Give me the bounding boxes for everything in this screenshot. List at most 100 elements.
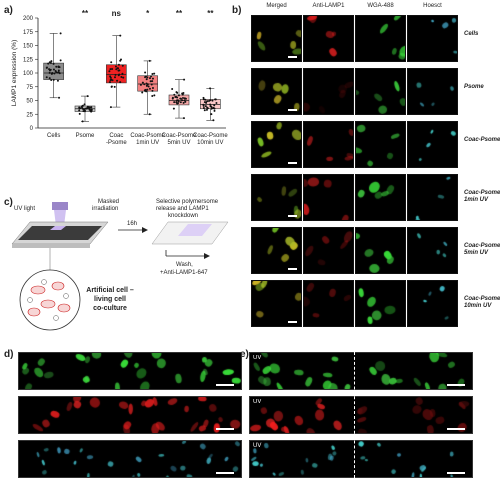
mask xyxy=(18,226,102,240)
panel-label-a: a) xyxy=(4,5,13,16)
micrograph-merged xyxy=(251,280,302,327)
x-tick-label: 10min UV xyxy=(197,140,223,146)
data-point xyxy=(179,97,182,100)
irradiated-window xyxy=(50,226,66,230)
data-point xyxy=(115,68,118,71)
data-point xyxy=(81,120,84,123)
x-tick-label: Coac-Psome xyxy=(130,133,165,139)
data-point xyxy=(56,79,59,82)
data-point xyxy=(52,68,55,71)
data-point xyxy=(204,105,207,108)
data-point xyxy=(176,102,179,105)
micrograph-red xyxy=(303,280,354,327)
data-point xyxy=(207,100,210,103)
data-point xyxy=(78,112,81,115)
data-point xyxy=(205,108,208,111)
data-point xyxy=(153,72,156,75)
data-point xyxy=(121,64,124,67)
micrograph-image xyxy=(252,16,301,61)
data-point xyxy=(48,68,51,71)
uv-boundary-line xyxy=(354,352,355,478)
data-point xyxy=(151,77,154,80)
row-label: Coac-Psome 1min UV xyxy=(464,189,500,203)
column-header: Merged xyxy=(266,3,287,9)
scale-bar xyxy=(288,268,297,270)
data-point xyxy=(147,85,150,88)
scale-bar xyxy=(288,109,297,111)
data-point xyxy=(49,68,52,71)
data-point xyxy=(86,95,89,98)
data-point xyxy=(114,65,117,68)
x-tick-label: 5min UV xyxy=(167,140,190,146)
data-point xyxy=(56,71,59,74)
micrograph-image xyxy=(304,69,353,114)
data-point xyxy=(148,113,151,116)
micrograph-green xyxy=(355,121,406,168)
micrograph-cyan xyxy=(407,174,458,221)
y-tick-label: 175 xyxy=(23,30,34,36)
micrograph-cyan xyxy=(407,68,458,115)
data-point xyxy=(210,106,213,109)
data-point xyxy=(109,106,112,109)
data-point xyxy=(57,69,60,72)
data-point xyxy=(150,75,153,78)
data-point xyxy=(212,106,215,109)
data-point xyxy=(48,71,51,74)
data-point xyxy=(206,100,209,103)
y-tick-label: 75 xyxy=(26,85,33,91)
column-header: Anti-LAMP1 xyxy=(312,3,345,9)
micrograph-green xyxy=(355,174,406,221)
data-point xyxy=(141,91,144,94)
data-point xyxy=(153,94,156,97)
box-4 xyxy=(168,94,190,106)
data-point xyxy=(58,96,61,99)
micrograph-image xyxy=(304,228,353,273)
data-point xyxy=(174,95,177,98)
micrograph-cyan xyxy=(407,280,458,327)
data-point xyxy=(110,61,113,64)
data-point xyxy=(49,62,52,65)
data-point xyxy=(118,73,121,76)
data-point xyxy=(108,81,111,84)
data-point xyxy=(183,97,186,100)
data-point xyxy=(58,66,61,69)
tile-scan-image xyxy=(250,441,472,477)
x-tick-label: 1min UV xyxy=(136,140,159,146)
micrograph-image xyxy=(304,281,353,326)
micrograph-green xyxy=(355,15,406,62)
data-point xyxy=(116,79,119,82)
uv-lamp xyxy=(52,202,68,210)
data-point xyxy=(78,109,81,112)
masked-label-line1: Masked xyxy=(98,199,119,205)
column-header: WGA-488 xyxy=(367,3,394,9)
data-point xyxy=(122,76,125,79)
micrograph-image xyxy=(356,69,405,114)
y-tick-label: 125 xyxy=(23,57,34,63)
data-point xyxy=(80,105,83,108)
data-point xyxy=(55,71,58,74)
coculture-label-line2: living cell xyxy=(94,296,126,303)
data-point xyxy=(173,93,176,96)
data-point xyxy=(108,70,111,73)
data-point xyxy=(151,89,154,92)
data-point xyxy=(119,81,122,84)
micrograph-image xyxy=(356,228,405,273)
data-point xyxy=(176,96,179,99)
data-point xyxy=(181,93,184,96)
data-point xyxy=(59,32,62,35)
y-axis-label: LAMP1 expression (%) xyxy=(11,40,18,106)
data-point xyxy=(213,109,216,112)
y-tick-label: 100 xyxy=(23,71,34,77)
panel-label-b: b) xyxy=(232,5,242,16)
data-point xyxy=(210,107,213,110)
data-point xyxy=(139,83,142,86)
y-tick-label: 0 xyxy=(30,126,34,132)
data-point xyxy=(114,73,117,76)
data-point xyxy=(182,101,185,104)
y-tick-label: 150 xyxy=(23,44,34,50)
data-point xyxy=(119,34,122,37)
data-point xyxy=(59,59,62,62)
micrograph-red xyxy=(303,227,354,274)
scale-bar xyxy=(288,215,297,217)
micrograph-image xyxy=(304,122,353,167)
